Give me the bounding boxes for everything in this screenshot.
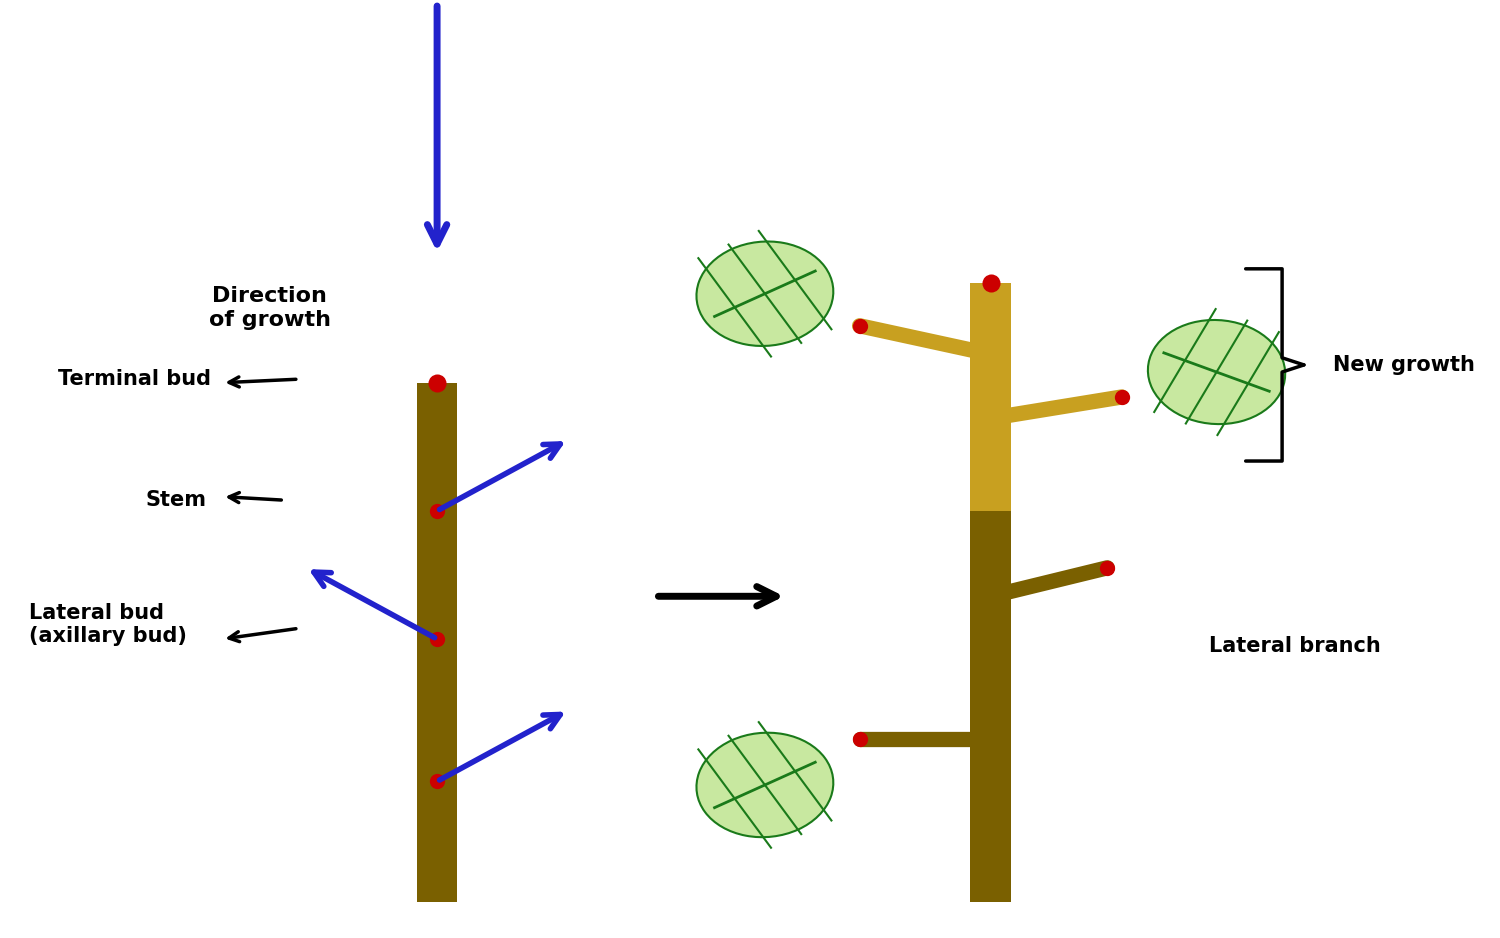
Text: New growth: New growth: [1334, 355, 1474, 375]
Text: Direction
of growth: Direction of growth: [209, 286, 330, 329]
Bar: [970, 283, 1011, 511]
Text: Stem: Stem: [146, 491, 207, 510]
Text: Lateral bud
(axillary bud): Lateral bud (axillary bud): [28, 603, 188, 646]
Bar: [417, 383, 458, 902]
Bar: [970, 511, 1011, 902]
Ellipse shape: [1148, 320, 1286, 424]
Text: Lateral branch: Lateral branch: [1209, 636, 1382, 656]
Text: Terminal bud: Terminal bud: [58, 370, 211, 389]
Ellipse shape: [696, 241, 834, 346]
Ellipse shape: [696, 733, 834, 838]
